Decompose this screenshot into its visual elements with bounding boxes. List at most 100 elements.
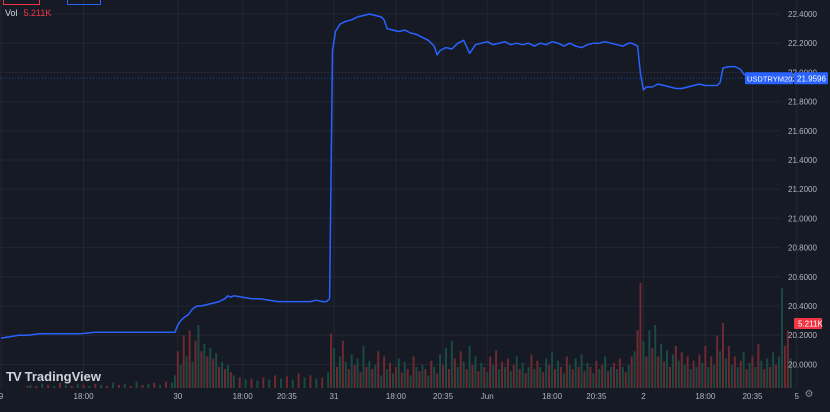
volume-bar bbox=[29, 384, 32, 388]
volume-bar bbox=[568, 364, 571, 388]
volume-bar bbox=[612, 362, 615, 388]
y-tick-label: 21.2000 bbox=[788, 185, 817, 194]
volume-bar bbox=[82, 384, 85, 388]
volume-bar bbox=[548, 364, 551, 388]
volume-bar bbox=[763, 369, 766, 388]
volume-bar bbox=[509, 371, 512, 388]
volume-legend-label: Vol bbox=[5, 8, 18, 18]
x-tick-label: 18:00 bbox=[542, 392, 563, 401]
volume-bar bbox=[194, 340, 197, 388]
x-tick-label: 20:35 bbox=[277, 392, 298, 401]
volume-bar bbox=[639, 283, 642, 388]
volume-bar bbox=[562, 373, 565, 388]
volume-bar bbox=[344, 361, 347, 388]
volume-bar bbox=[539, 367, 542, 388]
volume-bar bbox=[624, 372, 627, 388]
volume-bar bbox=[285, 376, 288, 388]
y-tick-label: 21.8000 bbox=[788, 98, 817, 107]
volume-bar bbox=[226, 364, 229, 388]
volume-bar bbox=[383, 356, 386, 388]
last-price-label: 21.9596 bbox=[797, 74, 826, 83]
volume-bar bbox=[433, 367, 436, 388]
volume-bar bbox=[710, 356, 713, 388]
y-tick-label: 20.6000 bbox=[788, 273, 817, 282]
volume-bar bbox=[341, 340, 344, 388]
volume-bar bbox=[657, 356, 660, 388]
volume-bars bbox=[26, 283, 792, 388]
volume-bar bbox=[456, 367, 459, 388]
volume-bar bbox=[530, 354, 533, 388]
volume-bar bbox=[707, 367, 710, 388]
volume-bar bbox=[409, 375, 412, 388]
volume-bar bbox=[309, 375, 312, 388]
settings-gear-icon[interactable]: ⚙ bbox=[804, 389, 814, 400]
tradingview-logo-icon: TV bbox=[6, 369, 22, 384]
volume-bar bbox=[780, 288, 783, 388]
volume-bar bbox=[556, 360, 559, 388]
volume-bar bbox=[374, 364, 377, 388]
volume-bar bbox=[695, 367, 698, 388]
volume-bar bbox=[106, 385, 109, 388]
top-toolbar-fragment-right[interactable] bbox=[67, 0, 101, 5]
top-toolbar-fragment-left[interactable] bbox=[3, 0, 40, 5]
volume-bar bbox=[633, 351, 636, 388]
volume-bar bbox=[492, 364, 495, 388]
volume-bar bbox=[111, 382, 114, 388]
volume-bar bbox=[757, 343, 760, 388]
x-tick-label: 20:35 bbox=[742, 392, 763, 401]
volume-bar bbox=[147, 383, 150, 388]
volume-bar bbox=[94, 383, 97, 388]
volume-bar bbox=[459, 351, 462, 388]
symbol-label-box bbox=[745, 72, 793, 85]
volume-bar bbox=[221, 361, 224, 388]
volume-bar bbox=[468, 346, 471, 388]
volume-bar bbox=[430, 360, 433, 388]
volume-bar bbox=[736, 367, 739, 388]
price-line bbox=[0, 13, 790, 339]
volume-bar bbox=[663, 361, 666, 388]
volume-bar bbox=[604, 356, 607, 388]
x-tick-label: 20:35 bbox=[586, 392, 607, 401]
volume-bar bbox=[554, 369, 557, 388]
volume-bar bbox=[551, 352, 554, 388]
volume-bar bbox=[262, 377, 265, 388]
volume-bar bbox=[303, 377, 306, 388]
volume-bar bbox=[574, 358, 577, 388]
volume-bar bbox=[170, 382, 173, 388]
x-tick-label: 18:00 bbox=[74, 392, 95, 401]
volume-bar bbox=[100, 384, 103, 388]
volume-bar bbox=[212, 358, 215, 388]
volume-bar bbox=[536, 360, 539, 388]
volume-bar bbox=[515, 356, 518, 388]
volume-bar bbox=[789, 358, 792, 388]
volume-bar bbox=[483, 367, 486, 388]
volume-bar bbox=[583, 371, 586, 388]
axes: 22.400022.200022.000021.800021.600021.40… bbox=[0, 10, 828, 401]
volume-bar bbox=[716, 335, 719, 388]
volume-bar bbox=[215, 353, 218, 388]
volume-bar bbox=[480, 362, 483, 388]
volume-bar bbox=[365, 367, 368, 388]
volume-bar bbox=[506, 358, 509, 388]
volume-bar bbox=[545, 358, 548, 388]
x-tick-label: 20:35 bbox=[433, 392, 454, 401]
volume-bar bbox=[218, 367, 221, 388]
y-tick-label: 20.8000 bbox=[788, 244, 817, 253]
volume-bar bbox=[760, 360, 763, 388]
volume-bar bbox=[648, 330, 651, 388]
grid bbox=[0, 0, 798, 388]
y-tick-label: 21.0000 bbox=[788, 214, 817, 223]
volume-bar bbox=[742, 352, 745, 388]
volume-bar bbox=[406, 369, 409, 388]
volume-bar bbox=[745, 369, 748, 388]
volume-bar bbox=[338, 356, 341, 388]
tradingview-logo[interactable]: TV TradingView bbox=[6, 369, 101, 384]
volume-bar bbox=[274, 375, 277, 388]
volume-bar bbox=[415, 367, 418, 388]
volume-bar bbox=[580, 354, 583, 388]
volume-bar bbox=[330, 333, 333, 388]
volume-bar bbox=[70, 385, 73, 388]
